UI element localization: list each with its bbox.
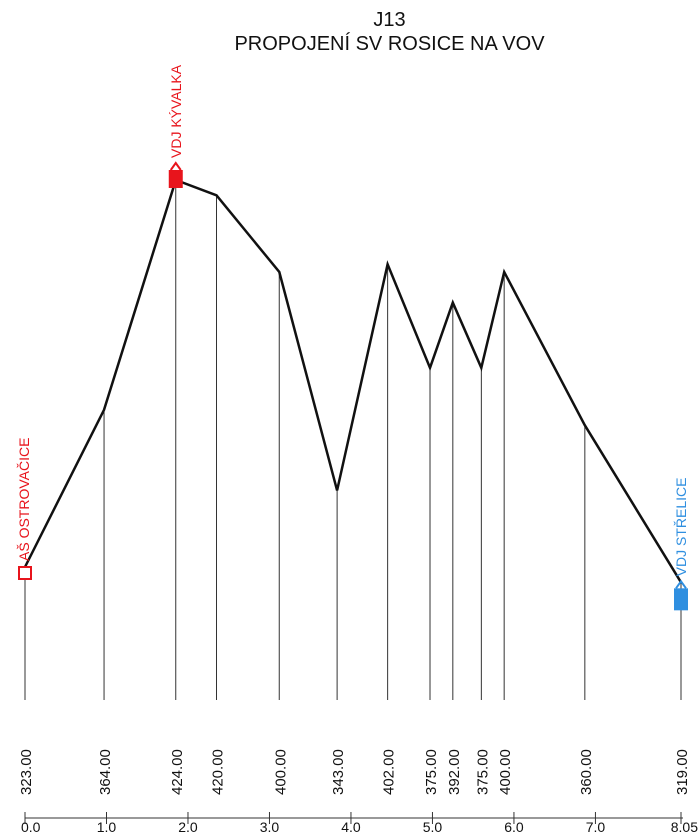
elevation-label: 392.00 xyxy=(446,749,463,795)
x-tick-label: 6.0 xyxy=(504,819,524,834)
node-label: AŠ OSTROVAČICE xyxy=(16,438,32,561)
elevation-label: 375.00 xyxy=(474,749,491,795)
node-label: VDJ KÝVALKA xyxy=(168,64,184,158)
elevation-label: 323.00 xyxy=(18,749,35,795)
tank-arrow-icon xyxy=(675,579,687,589)
pipeline-profile-line xyxy=(23,178,683,583)
node-label: VDJ STŘELICE xyxy=(673,478,689,577)
elevation-label: 375.00 xyxy=(423,749,440,795)
elevation-label: 319.00 xyxy=(674,749,691,795)
x-tick-label: 1.0 xyxy=(97,819,117,834)
source-node-marker xyxy=(18,566,32,580)
x-tick-label: 4.0 xyxy=(341,819,361,834)
elevation-label: 343.00 xyxy=(330,749,347,795)
x-tick-label: 7.0 xyxy=(586,819,606,834)
elevation-label: 424.00 xyxy=(169,749,186,795)
elevation-label: 364.00 xyxy=(97,749,114,795)
x-tick-label: 2.0 xyxy=(178,819,198,834)
x-tick-label: 3.0 xyxy=(260,819,280,834)
tank-node-marker xyxy=(168,170,183,188)
diagram-subtitle: PROPOJENÍ SV ROSICE NA VOV xyxy=(234,33,545,55)
x-tick-label: 8.05 xyxy=(671,819,698,834)
x-tick-label: 5.0 xyxy=(423,819,443,834)
elevation-label: 400.00 xyxy=(497,749,514,795)
tank-node-marker xyxy=(674,588,688,611)
tank-arrow-icon xyxy=(169,161,182,171)
elevation-label: 360.00 xyxy=(578,749,595,795)
x-tick-label: 0.0 xyxy=(21,819,41,834)
elevation-label: 400.00 xyxy=(272,749,289,795)
elevation-label: 420.00 xyxy=(210,749,227,795)
elevation-label: 402.00 xyxy=(381,749,398,795)
diagram-title: J13 xyxy=(373,9,406,31)
